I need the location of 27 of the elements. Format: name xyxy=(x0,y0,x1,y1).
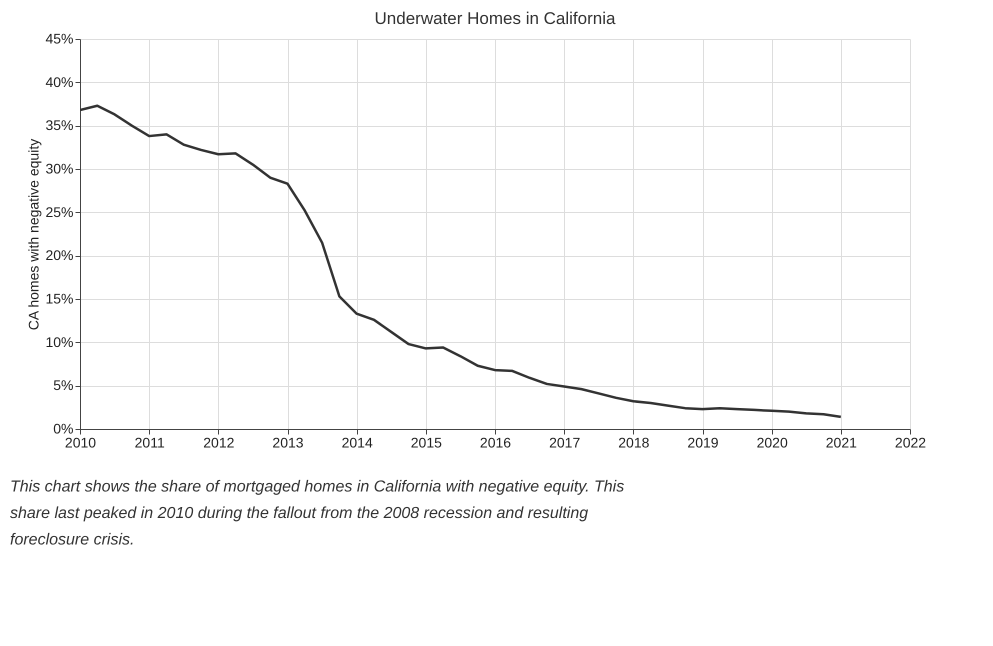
text: This chart shows the share of mortgaged homes in California with negative equity. This share last peaked in 2010 during the fallout from the 2008 recession and resulting foreclosure crisis. xyxy=(10,478,624,549)
x-tick-label: 2021 xyxy=(826,434,858,450)
x-tick-label: 2016 xyxy=(480,434,512,450)
y-tick-label: 30% xyxy=(45,160,74,176)
y-tick-label: 5% xyxy=(53,377,74,394)
y-tick-label: 10% xyxy=(45,334,74,350)
x-tick-label: 2020 xyxy=(756,434,788,450)
y-tick-label: 15% xyxy=(45,290,74,306)
x-tick-label: 2014 xyxy=(342,434,373,450)
x-tick-label: 2012 xyxy=(203,434,235,450)
y-tick-label: 40% xyxy=(45,74,74,90)
x-tick-label: 2022 xyxy=(894,434,926,450)
line-series xyxy=(80,104,842,418)
x-tick-label: 2011 xyxy=(134,434,165,450)
x-tick-label: 2013 xyxy=(272,434,304,450)
y-tick-label: 35% xyxy=(45,117,74,134)
chart-title: Underwater Homes in California xyxy=(374,9,616,28)
y-tick-label: 20% xyxy=(45,247,74,264)
y-tick-label: 25% xyxy=(45,204,74,220)
y-tick-label: 45% xyxy=(45,30,74,46)
x-tick-label: 2019 xyxy=(687,434,719,450)
x-tick-label: 2015 xyxy=(410,434,442,450)
y-axis-title: CA homes with negative equity xyxy=(25,138,42,330)
x-tick-label: 2017 xyxy=(549,434,580,450)
y-tick-label: 0% xyxy=(53,420,74,436)
x-tick-label: 2018 xyxy=(618,434,650,450)
x-tick-label: 2010 xyxy=(64,434,96,450)
